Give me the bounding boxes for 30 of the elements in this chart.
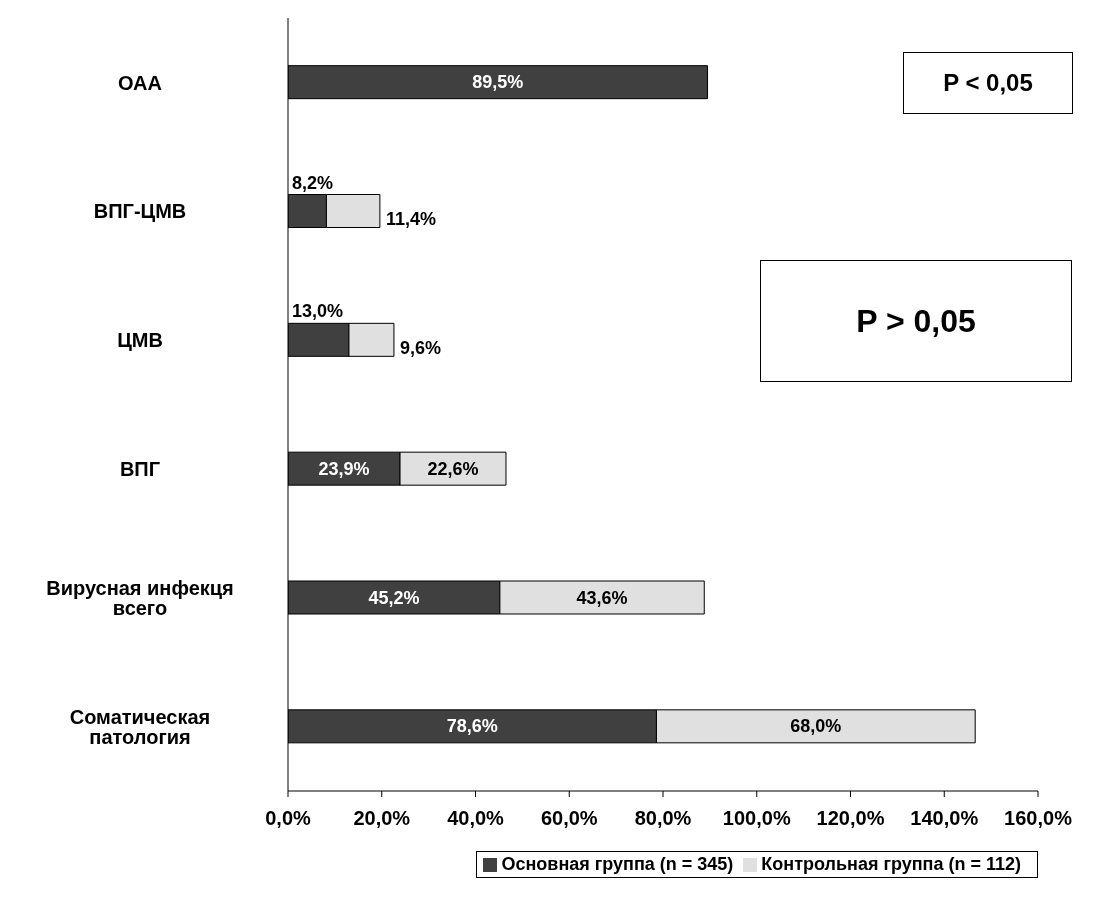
legend-label: Основная группа (n = 345) [501,854,734,874]
y-tick-label: Соматическая патология [69,705,211,748]
y-tick-label: ВПГ-ЦМВ [93,200,187,223]
data-label: 13,0% [292,301,344,322]
annotation-box: P > 0,05 [760,260,1072,382]
x-tick-label: 20,0% [353,807,411,830]
x-tick-label: 60,0% [540,807,598,830]
data-label: 78,6% [446,716,498,737]
data-label: 43,6% [576,587,628,608]
data-label: 45,2% [368,587,420,608]
x-tick-label: 80,0% [634,807,692,830]
annotation-box: P < 0,05 [903,52,1073,114]
data-label: 89,5% [472,72,524,93]
data-label: 9,6% [399,337,441,358]
x-tick-label: 120,0% [816,807,885,830]
data-label: 22,6% [427,458,479,479]
x-tick-label: 160,0% [1004,807,1073,830]
data-label: 8,2% [292,172,334,193]
x-tick-label: 0,0% [265,807,312,830]
data-label: 68,0% [790,716,842,737]
legend-label: Контрольная группа (n = 112) [761,854,1021,874]
data-label: 23,9% [318,458,370,479]
data-label: 11,4% [385,209,436,229]
x-tick-label: 100,0% [722,807,791,830]
x-tick-label: 40,0% [447,807,505,830]
y-tick-label: ВПГ [119,458,161,481]
y-tick-label: ЦМВ [117,329,163,352]
y-tick-label: Вирусная инфекця всего [46,576,234,619]
y-tick-label: ОАА [118,71,162,94]
x-tick-label: 140,0% [910,807,979,830]
